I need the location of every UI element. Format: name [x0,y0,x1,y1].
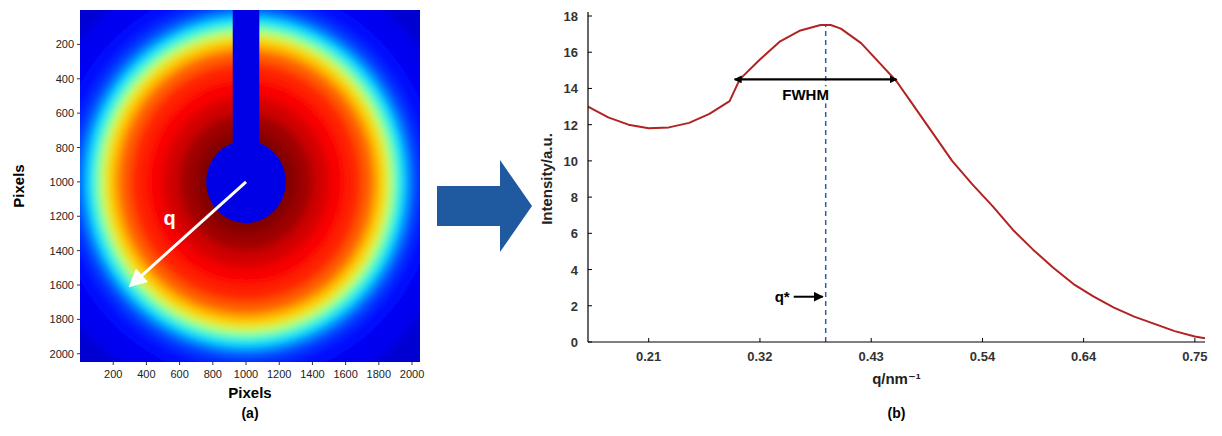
y-tick [588,160,592,161]
x-tick-label: 1400 [300,368,324,380]
y-tick-label: 1200 [50,210,74,222]
y-tick [588,269,592,270]
qstar-label: q* [775,288,790,305]
y-tick [77,216,80,217]
y-tick [588,88,592,89]
fwhm-label: FWHM [782,86,829,103]
x-tick [759,338,760,342]
y-tick [77,353,80,354]
flow-arrow [437,160,532,252]
qstar-arrow [794,296,823,298]
y-tick [77,285,80,286]
y-tick-label: 10 [564,154,578,169]
y-tick [77,181,80,182]
y-tick [588,305,592,306]
y-tick-label: 1800 [50,313,74,325]
q-arrow [133,182,246,283]
intensity-ring [80,10,420,362]
y-tick-label: 0 [571,335,578,350]
x-tick-label: 0.75 [1182,349,1207,364]
x-tick [179,362,180,365]
x-axis [588,341,1205,342]
y-tick-label: 1600 [50,279,74,291]
x-tick [378,362,379,365]
x-axis-title: q/nm⁻¹ [872,370,921,387]
panel-label: (b) [888,405,906,421]
x-tick-label: 1600 [333,368,357,380]
y-tick-label: 1400 [50,245,74,257]
label-patch [780,86,831,103]
x-tick [279,362,280,365]
y-tick-label: 18 [564,9,578,24]
y-tick-label: 200 [56,38,74,50]
x-tick-label: 0.43 [859,349,884,364]
y-tick [77,147,80,148]
x-tick [212,362,213,365]
x-tick-label: 0.54 [970,349,996,364]
x-tick [412,362,413,365]
y-tick-label: 8 [571,190,578,205]
y-tick-label: 16 [564,45,578,60]
y-tick [588,52,592,53]
y-tick-label: 400 [56,73,74,85]
y-tick-label: 4 [571,263,579,278]
fwhm-arrow [735,78,897,80]
x-tick-label: 1800 [367,368,391,380]
y-tick-label: 2 [571,299,578,314]
y-tick [588,233,592,234]
x-tick [312,362,313,365]
x-tick [345,362,346,365]
y-tick-label: 600 [56,107,74,119]
panel-label: (a) [241,405,258,421]
y-tick [77,319,80,320]
peak-line [825,25,827,342]
x-tick-label: 1000 [234,368,258,380]
y-tick [588,124,592,125]
x-tick-label: 200 [104,368,122,380]
x-tick-label: 0.64 [1071,349,1097,364]
x-tick-label: 600 [170,368,188,380]
y-tick [77,113,80,114]
plot-area [588,25,1205,338]
y-tick [77,250,80,251]
x-tick [648,338,649,342]
x-tick [146,362,147,365]
y-axis-title: Intensity/a.u. [538,133,555,225]
intensity-ring [80,10,420,362]
x-tick [246,362,247,365]
intensity-ring [80,10,420,362]
y-axis-title: Pixels [10,164,27,207]
x-tick-label: 1200 [267,368,291,380]
intensity-rings [80,10,420,362]
x-tick-label: 400 [137,368,155,380]
x-tick-label: 0.21 [636,349,661,364]
x-tick [982,338,983,342]
y-tick-label: 800 [56,142,74,154]
x-tick [113,362,114,365]
figure: q200400600800100012001400160018002000200… [0,0,1222,436]
y-tick-label: 1000 [50,176,74,188]
x-tick [1194,338,1195,342]
detector-image [80,10,420,362]
y-tick-label: 12 [564,118,578,133]
x-tick-label: 0.32 [747,349,772,364]
x-tick-label: 2000 [400,368,424,380]
x-tick [871,338,872,342]
x-tick-label: 800 [204,368,222,380]
y-tick [77,78,80,79]
q-label: q [163,207,175,229]
y-tick [588,16,592,17]
x-tick [1083,338,1084,342]
x-axis-title: Pixels [228,384,271,401]
y-tick-label: 2000 [50,348,74,360]
y-tick-label: 6 [571,226,578,241]
y-tick [77,44,80,45]
intensity-ring [80,10,420,362]
y-axis [587,12,588,342]
intensity-curve [588,25,1205,338]
y-tick-label: 14 [564,81,579,96]
y-tick [588,342,592,343]
y-tick [588,197,592,198]
intensity-ring [80,10,412,354]
